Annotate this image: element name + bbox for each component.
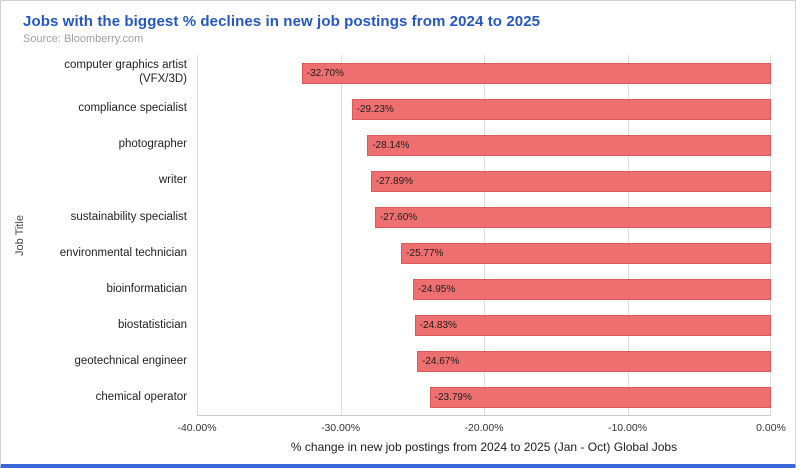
bar-value-label: -23.79% — [434, 391, 472, 403]
bar-value-label: -24.67% — [422, 355, 460, 367]
bar: -32.70% — [301, 62, 771, 84]
bar-row: -27.89% — [197, 163, 771, 199]
bar: -24.95% — [412, 278, 771, 300]
gridline — [484, 55, 485, 415]
bar-row: -28.14% — [197, 127, 771, 163]
category-label: writer — [158, 174, 187, 187]
plot-column: -32.70% -29.23% -28.14% -27.89% -27.60% -25.7… — [177, 55, 786, 460]
bar: -25.77% — [401, 242, 771, 264]
bar-row: -29.23% — [197, 91, 771, 127]
gridline — [627, 55, 629, 415]
bar: -24.83% — [414, 314, 771, 336]
bar: -27.89% — [370, 170, 771, 192]
bar-value-label: -27.89% — [375, 175, 414, 187]
x-tick-label: 0.00% — [756, 422, 786, 434]
category-label: photographer — [118, 138, 187, 151]
category-label: compliance specialist — [78, 102, 187, 115]
category-label: sustainability specialist — [70, 210, 187, 223]
bar: -28.14% — [367, 134, 771, 156]
plot-area: -32.70% -29.23% -28.14% -27.89% -27.60% -25.7… — [197, 55, 771, 416]
bar-value-label: -24.95% — [417, 283, 456, 295]
bar-value-label: -29.23% — [356, 103, 394, 115]
category-label: computer graphics artist (VFX/3D) — [64, 59, 187, 86]
chart-body: Job Title computer graphics artist (VFX/… — [11, 55, 786, 460]
category-label: bioinformatician — [106, 282, 187, 295]
bar-value-label: -32.70% — [306, 67, 345, 79]
bar-row: -25.77% — [197, 235, 771, 271]
category-axis: computer graphics artist (VFX/3D) complia… — [29, 55, 197, 460]
category-label: biostatistician — [117, 318, 187, 331]
x-axis-title: % change in new job postings from 2024 t… — [290, 440, 678, 454]
category-label: geotechnical engineer — [74, 354, 187, 367]
chart-source: Source: Bloomberry.com — [23, 33, 144, 45]
category-label: environmental technician — [59, 246, 187, 259]
gridline — [197, 55, 198, 415]
bar-value-label: -24.83% — [419, 319, 457, 331]
gridline — [340, 55, 342, 415]
gridline — [770, 55, 771, 415]
x-axis-ticks: -40.00% -30.00% -20.00% -10.00% 0.00% — [177, 416, 785, 438]
bar-row: -24.83% — [197, 307, 771, 343]
x-tick-label: -40.00% — [177, 422, 217, 434]
category-label: chemical operator — [95, 390, 187, 403]
bar-value-label: -28.14% — [372, 139, 410, 151]
bar-row: -23.79% — [197, 379, 771, 415]
bar-value-label: -25.77% — [406, 247, 444, 259]
x-tick-label: -30.00% — [320, 422, 361, 434]
bar: -27.60% — [374, 206, 771, 228]
bar-row: -24.95% — [197, 271, 771, 307]
bar: -23.79% — [429, 386, 771, 408]
chart-title: Jobs with the biggest % declines in new … — [23, 13, 541, 30]
bar: -29.23% — [351, 98, 771, 120]
bar-row: -32.70% — [197, 55, 771, 91]
x-tick-label: -20.00% — [464, 422, 504, 434]
bar: -24.67% — [417, 350, 771, 372]
bar-row: -24.67% — [197, 343, 771, 379]
x-tick-label: -10.00% — [607, 422, 648, 434]
bar-row: -27.60% — [197, 199, 771, 235]
y-axis-title: Job Title — [14, 215, 26, 256]
bar-value-label: -27.60% — [379, 211, 418, 223]
